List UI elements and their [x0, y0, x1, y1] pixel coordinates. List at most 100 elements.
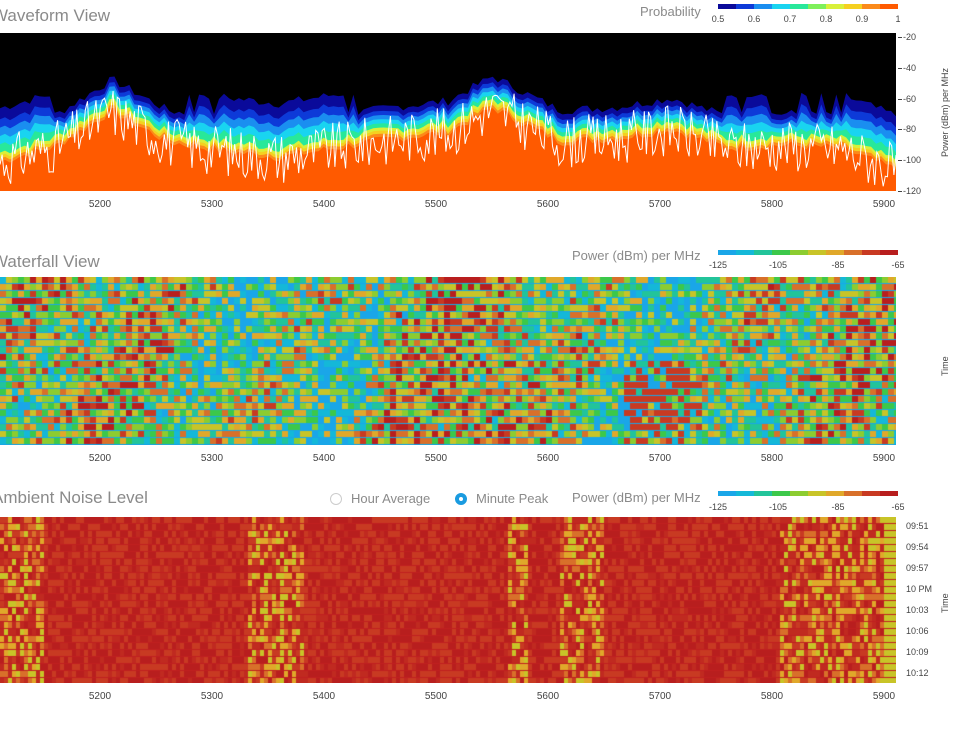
legend-swatch — [772, 250, 790, 255]
x-tick-label: 5600 — [536, 453, 560, 464]
legend-tick: -125 — [708, 260, 728, 270]
x-tick-label: 5300 — [200, 199, 224, 210]
ambient-y-label: Time — [940, 593, 950, 613]
time-label: 10:06 — [906, 626, 929, 636]
legend-tick: -85 — [831, 502, 845, 512]
waveform-x-axis: 510052005300540055005600570058005900 — [0, 199, 905, 213]
legend-swatch — [736, 250, 754, 255]
waveform-peak-trace — [0, 91, 896, 187]
ambient-plot[interactable] — [0, 517, 896, 683]
legend-swatch — [790, 250, 808, 255]
legend-tick: 1 — [895, 14, 901, 24]
minute-peak-radio[interactable]: Minute Peak — [455, 491, 548, 506]
y-tick-mark — [898, 160, 902, 162]
legend-swatch — [790, 4, 808, 9]
ambient-time-axis: 09:51 09:54 09:57 10 PM 10:03 10:06 10:09 10:12 — [906, 517, 946, 683]
time-label: 10:09 — [906, 647, 929, 657]
ambient-title: Ambient Noise Level — [0, 488, 148, 507]
legend-swatch — [718, 250, 736, 255]
legend-swatch — [772, 4, 790, 9]
legend-swatch — [718, 491, 736, 496]
y-tick-label: -40 — [903, 62, 917, 73]
legend-swatch — [754, 491, 772, 496]
legend-tick: -85 — [831, 260, 845, 270]
x-tick-label: 5800 — [760, 199, 784, 210]
legend-swatch — [808, 250, 826, 255]
ambient-x-axis: 510052005300540055005600570058005900 — [0, 691, 905, 705]
waterfall-plot[interactable] — [0, 277, 896, 445]
waveform-y-label: Power (dBm) per MHz — [940, 67, 950, 157]
x-tick-label: 5500 — [424, 453, 448, 464]
time-label: 10:03 — [906, 605, 929, 615]
x-tick-label: 5900 — [872, 691, 896, 702]
legend-swatch — [754, 4, 772, 9]
x-tick-label: 5300 — [200, 453, 224, 464]
x-tick-label: 5900 — [872, 453, 896, 464]
time-label: 10 PM — [906, 584, 933, 594]
legend-swatch — [862, 250, 880, 255]
legend-swatch — [862, 491, 880, 496]
y-tick-mark — [898, 98, 902, 100]
radio-checked-icon — [455, 492, 467, 505]
legend-tick: -65 — [891, 502, 905, 512]
ambient-legend-ticks: -125 -105 -85 -65 — [708, 502, 908, 514]
x-tick-label: 5600 — [536, 199, 560, 210]
time-label: 09:54 — [906, 542, 929, 552]
time-label: 09:51 — [906, 521, 929, 531]
waterfall-title: Waterfall View — [0, 252, 100, 271]
ambient-legend-title: Power (dBm) per MHz — [572, 490, 701, 505]
y-tick-label: -60 — [903, 93, 917, 104]
x-tick-label: 5200 — [88, 199, 112, 210]
hour-average-radio[interactable]: Hour Average — [330, 491, 430, 506]
x-tick-label: 5900 — [872, 199, 896, 210]
y-tick-mark — [898, 129, 902, 131]
x-tick-label: 5700 — [648, 691, 672, 702]
legend-swatch — [826, 4, 844, 9]
time-label: 10:12 — [906, 668, 929, 678]
legend-swatch — [718, 4, 736, 9]
waveform-plot[interactable] — [0, 33, 896, 191]
ambient-heatmap — [0, 517, 896, 683]
legend-tick: 0.8 — [819, 14, 833, 24]
legend-swatch — [844, 250, 862, 255]
x-tick-label: 5400 — [312, 199, 336, 210]
waveform-legend-title: Probability — [640, 4, 701, 19]
waterfall-x-axis: 510052005300540055005600570058005900 — [0, 453, 905, 467]
waterfall-legend-ticks: -125 -105 -85 -65 — [708, 260, 908, 272]
y-tick-label: -120 — [903, 186, 922, 196]
probability-legend-ticks: 0.5 0.6 0.7 0.8 0.9 1 — [708, 14, 908, 26]
y-tick-mark — [898, 191, 902, 192]
waterfall-heatmap — [0, 277, 896, 445]
waterfall-legend-title: Power (dBm) per MHz — [572, 248, 701, 263]
x-tick-label: 5800 — [760, 691, 784, 702]
legend-swatch — [844, 4, 862, 9]
x-tick-label: 5500 — [424, 691, 448, 702]
legend-swatch — [880, 491, 898, 496]
legend-tick: -105 — [768, 502, 788, 512]
legend-tick: 0.6 — [747, 14, 761, 24]
probability-legend-bar — [718, 4, 898, 9]
waveform-title: Waveform View — [0, 6, 111, 25]
y-tick-mark — [898, 37, 902, 38]
y-tick-mark — [898, 67, 902, 69]
x-tick-label: 5400 — [312, 691, 336, 702]
radio-unchecked-icon — [330, 492, 342, 505]
legend-tick: -65 — [891, 260, 905, 270]
x-tick-label: 5500 — [424, 199, 448, 210]
legend-swatch — [826, 491, 844, 496]
y-tick-label: -20 — [903, 32, 917, 42]
legend-swatch — [772, 491, 790, 496]
waterfall-y-label: Time — [940, 356, 950, 376]
ambient-legend-bar — [718, 491, 898, 496]
legend-swatch — [862, 4, 880, 9]
time-label: 09:57 — [906, 563, 929, 573]
legend-tick: -125 — [708, 502, 728, 512]
waterfall-legend-bar — [718, 250, 898, 255]
legend-tick: -105 — [768, 260, 788, 270]
waveform-density-band — [0, 107, 896, 191]
x-tick-label: 5700 — [648, 453, 672, 464]
y-tick-label: -100 — [903, 155, 922, 166]
legend-swatch — [808, 4, 826, 9]
x-tick-label: 5200 — [88, 453, 112, 464]
legend-tick: 0.7 — [783, 14, 797, 24]
